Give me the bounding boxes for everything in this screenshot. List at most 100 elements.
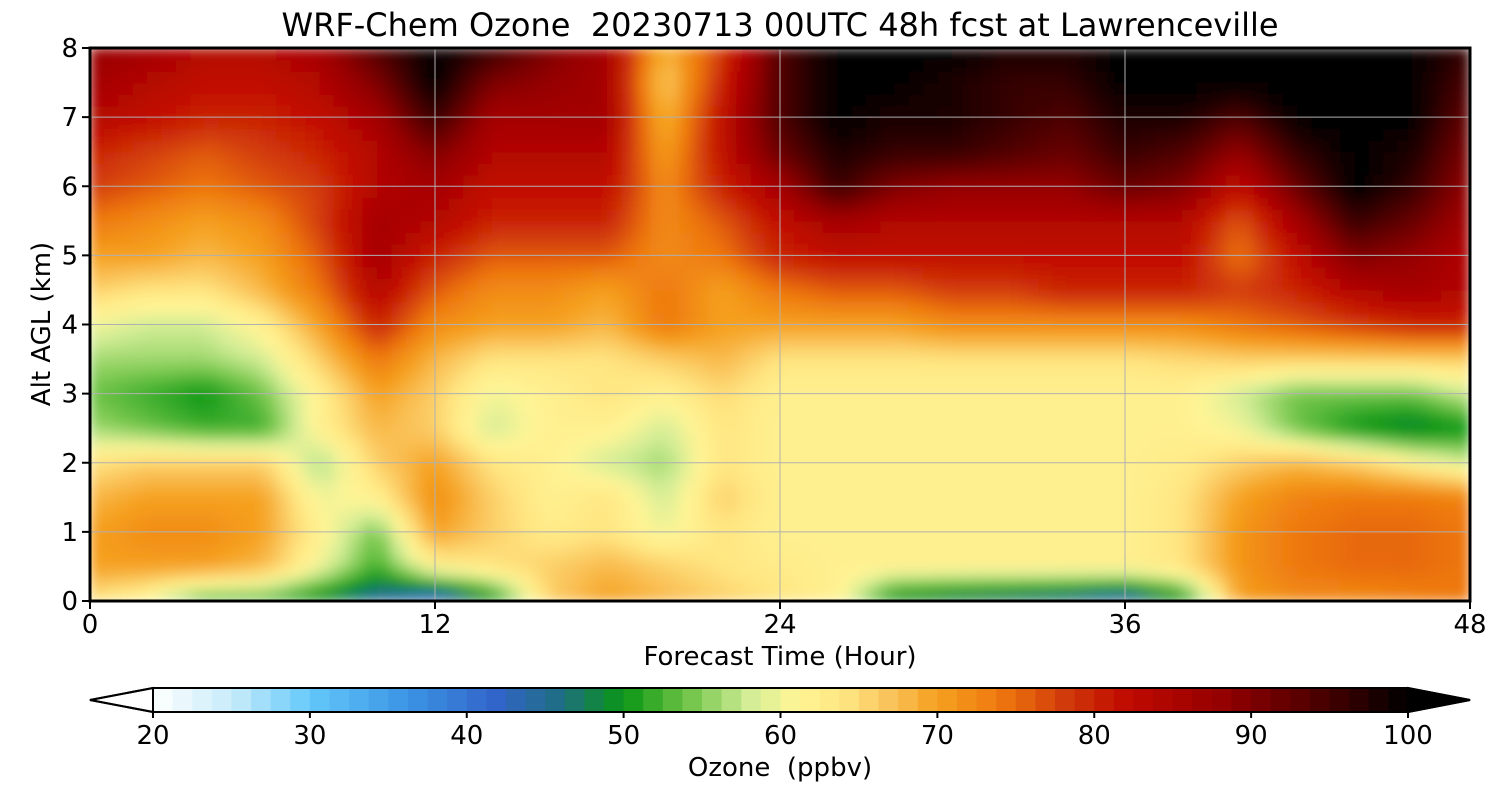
heatmap-cell xyxy=(204,93,220,107)
heatmap-cell xyxy=(1196,70,1212,84)
heatmap-cell xyxy=(880,358,896,372)
heatmap-cell xyxy=(1038,519,1054,533)
heatmap-cell xyxy=(1311,70,1327,84)
heatmap-cell xyxy=(319,554,335,567)
heatmap-cell xyxy=(305,93,321,107)
heatmap-cell xyxy=(678,416,695,429)
heatmap-cell xyxy=(1253,300,1270,314)
heatmap-cell xyxy=(1210,565,1227,579)
heatmap-cell xyxy=(621,450,637,464)
heatmap-cell xyxy=(405,519,422,533)
heatmap-cell xyxy=(563,450,580,464)
heatmap-cell xyxy=(1282,151,1298,164)
heatmap-cell xyxy=(147,508,163,521)
heatmap-cell xyxy=(204,162,220,176)
heatmap-cell xyxy=(233,416,249,429)
heatmap-cell xyxy=(132,554,148,567)
heatmap-cell xyxy=(1440,508,1457,521)
heatmap-cell xyxy=(822,139,838,153)
heatmap-cell xyxy=(333,197,350,210)
heatmap-cell xyxy=(276,531,292,544)
heatmap-cell xyxy=(1340,185,1356,199)
heatmap-cell xyxy=(1354,542,1370,556)
heatmap-cell xyxy=(1081,519,1097,533)
heatmap-cell xyxy=(1167,542,1183,556)
heatmap-cell xyxy=(650,370,666,383)
heatmap-cell xyxy=(1210,519,1227,533)
heatmap-cell xyxy=(1009,93,1025,107)
heatmap-cell xyxy=(1440,151,1457,164)
heatmap-cell xyxy=(319,231,335,245)
heatmap-cell xyxy=(1225,289,1241,302)
heatmap-cell xyxy=(1210,128,1227,141)
heatmap-cell xyxy=(1038,59,1054,72)
heatmap-cell xyxy=(290,324,307,337)
heatmap-cell xyxy=(103,565,120,579)
heatmap-cell xyxy=(1426,370,1442,383)
heatmap-cell xyxy=(1095,370,1112,383)
heatmap-cell xyxy=(463,542,479,556)
heatmap-cell xyxy=(362,496,378,510)
heatmap-cell xyxy=(1268,439,1284,452)
heatmap-cell xyxy=(463,508,479,521)
heatmap-cell xyxy=(621,70,637,84)
heatmap-cell xyxy=(1182,393,1198,406)
heatmap-cell xyxy=(506,404,522,418)
heatmap-cell xyxy=(175,139,192,153)
heatmap-cell xyxy=(1268,565,1284,579)
heatmap-cell xyxy=(276,554,292,567)
heatmap-cell xyxy=(161,462,177,475)
heatmap-cell xyxy=(434,427,450,441)
heatmap-cell xyxy=(865,59,882,72)
heatmap-cell xyxy=(952,231,968,245)
heatmap-cell xyxy=(578,473,594,487)
heatmap-cell xyxy=(1110,254,1126,268)
heatmap-cell xyxy=(937,220,953,233)
heatmap-cell xyxy=(779,266,795,279)
heatmap-cell xyxy=(736,381,752,395)
heatmap-cell xyxy=(1067,381,1083,395)
heatmap-cell xyxy=(1440,82,1457,95)
heatmap-cell xyxy=(348,508,364,521)
heatmap-cell xyxy=(793,139,810,153)
heatmap-cell xyxy=(1455,289,1470,302)
heatmap-cell xyxy=(1268,185,1284,199)
heatmap-cell xyxy=(362,289,378,302)
heatmap-cell xyxy=(923,174,939,187)
heatmap-cell xyxy=(535,139,551,153)
heatmap-cell xyxy=(1124,335,1140,349)
heatmap-cell xyxy=(362,220,378,233)
heatmap-cell xyxy=(865,439,882,452)
heatmap-cell xyxy=(1311,151,1327,164)
heatmap-cell xyxy=(592,370,608,383)
heatmap-cell xyxy=(1354,496,1370,510)
heatmap-cell xyxy=(865,554,882,567)
heatmap-cell xyxy=(233,508,249,521)
heatmap-cell xyxy=(348,370,364,383)
heatmap-cell xyxy=(118,496,134,510)
heatmap-cell xyxy=(549,542,565,556)
heatmap-cell xyxy=(506,462,522,475)
heatmap-cell xyxy=(707,381,723,395)
heatmap-cell xyxy=(563,347,580,360)
heatmap-cell xyxy=(1368,231,1385,245)
heatmap-cell xyxy=(90,519,105,533)
heatmap-cell xyxy=(1412,519,1428,533)
heatmap-cell xyxy=(650,300,666,314)
heatmap-cell xyxy=(578,324,594,337)
heatmap-cell xyxy=(578,427,594,441)
heatmap-cell xyxy=(103,231,120,245)
heatmap-cell xyxy=(305,105,321,118)
heatmap-cell xyxy=(333,48,350,61)
heatmap-cell xyxy=(1426,519,1442,533)
heatmap-cell xyxy=(348,381,364,395)
heatmap-cell xyxy=(276,335,292,349)
heatmap-cell xyxy=(650,243,666,256)
heatmap-cell xyxy=(1023,197,1040,210)
colorbar-segment xyxy=(878,688,899,712)
heatmap-cell xyxy=(635,105,652,118)
heatmap-cell xyxy=(118,312,134,325)
heatmap-cell xyxy=(980,347,997,360)
heatmap-cell xyxy=(650,208,666,222)
heatmap-cell xyxy=(305,300,321,314)
